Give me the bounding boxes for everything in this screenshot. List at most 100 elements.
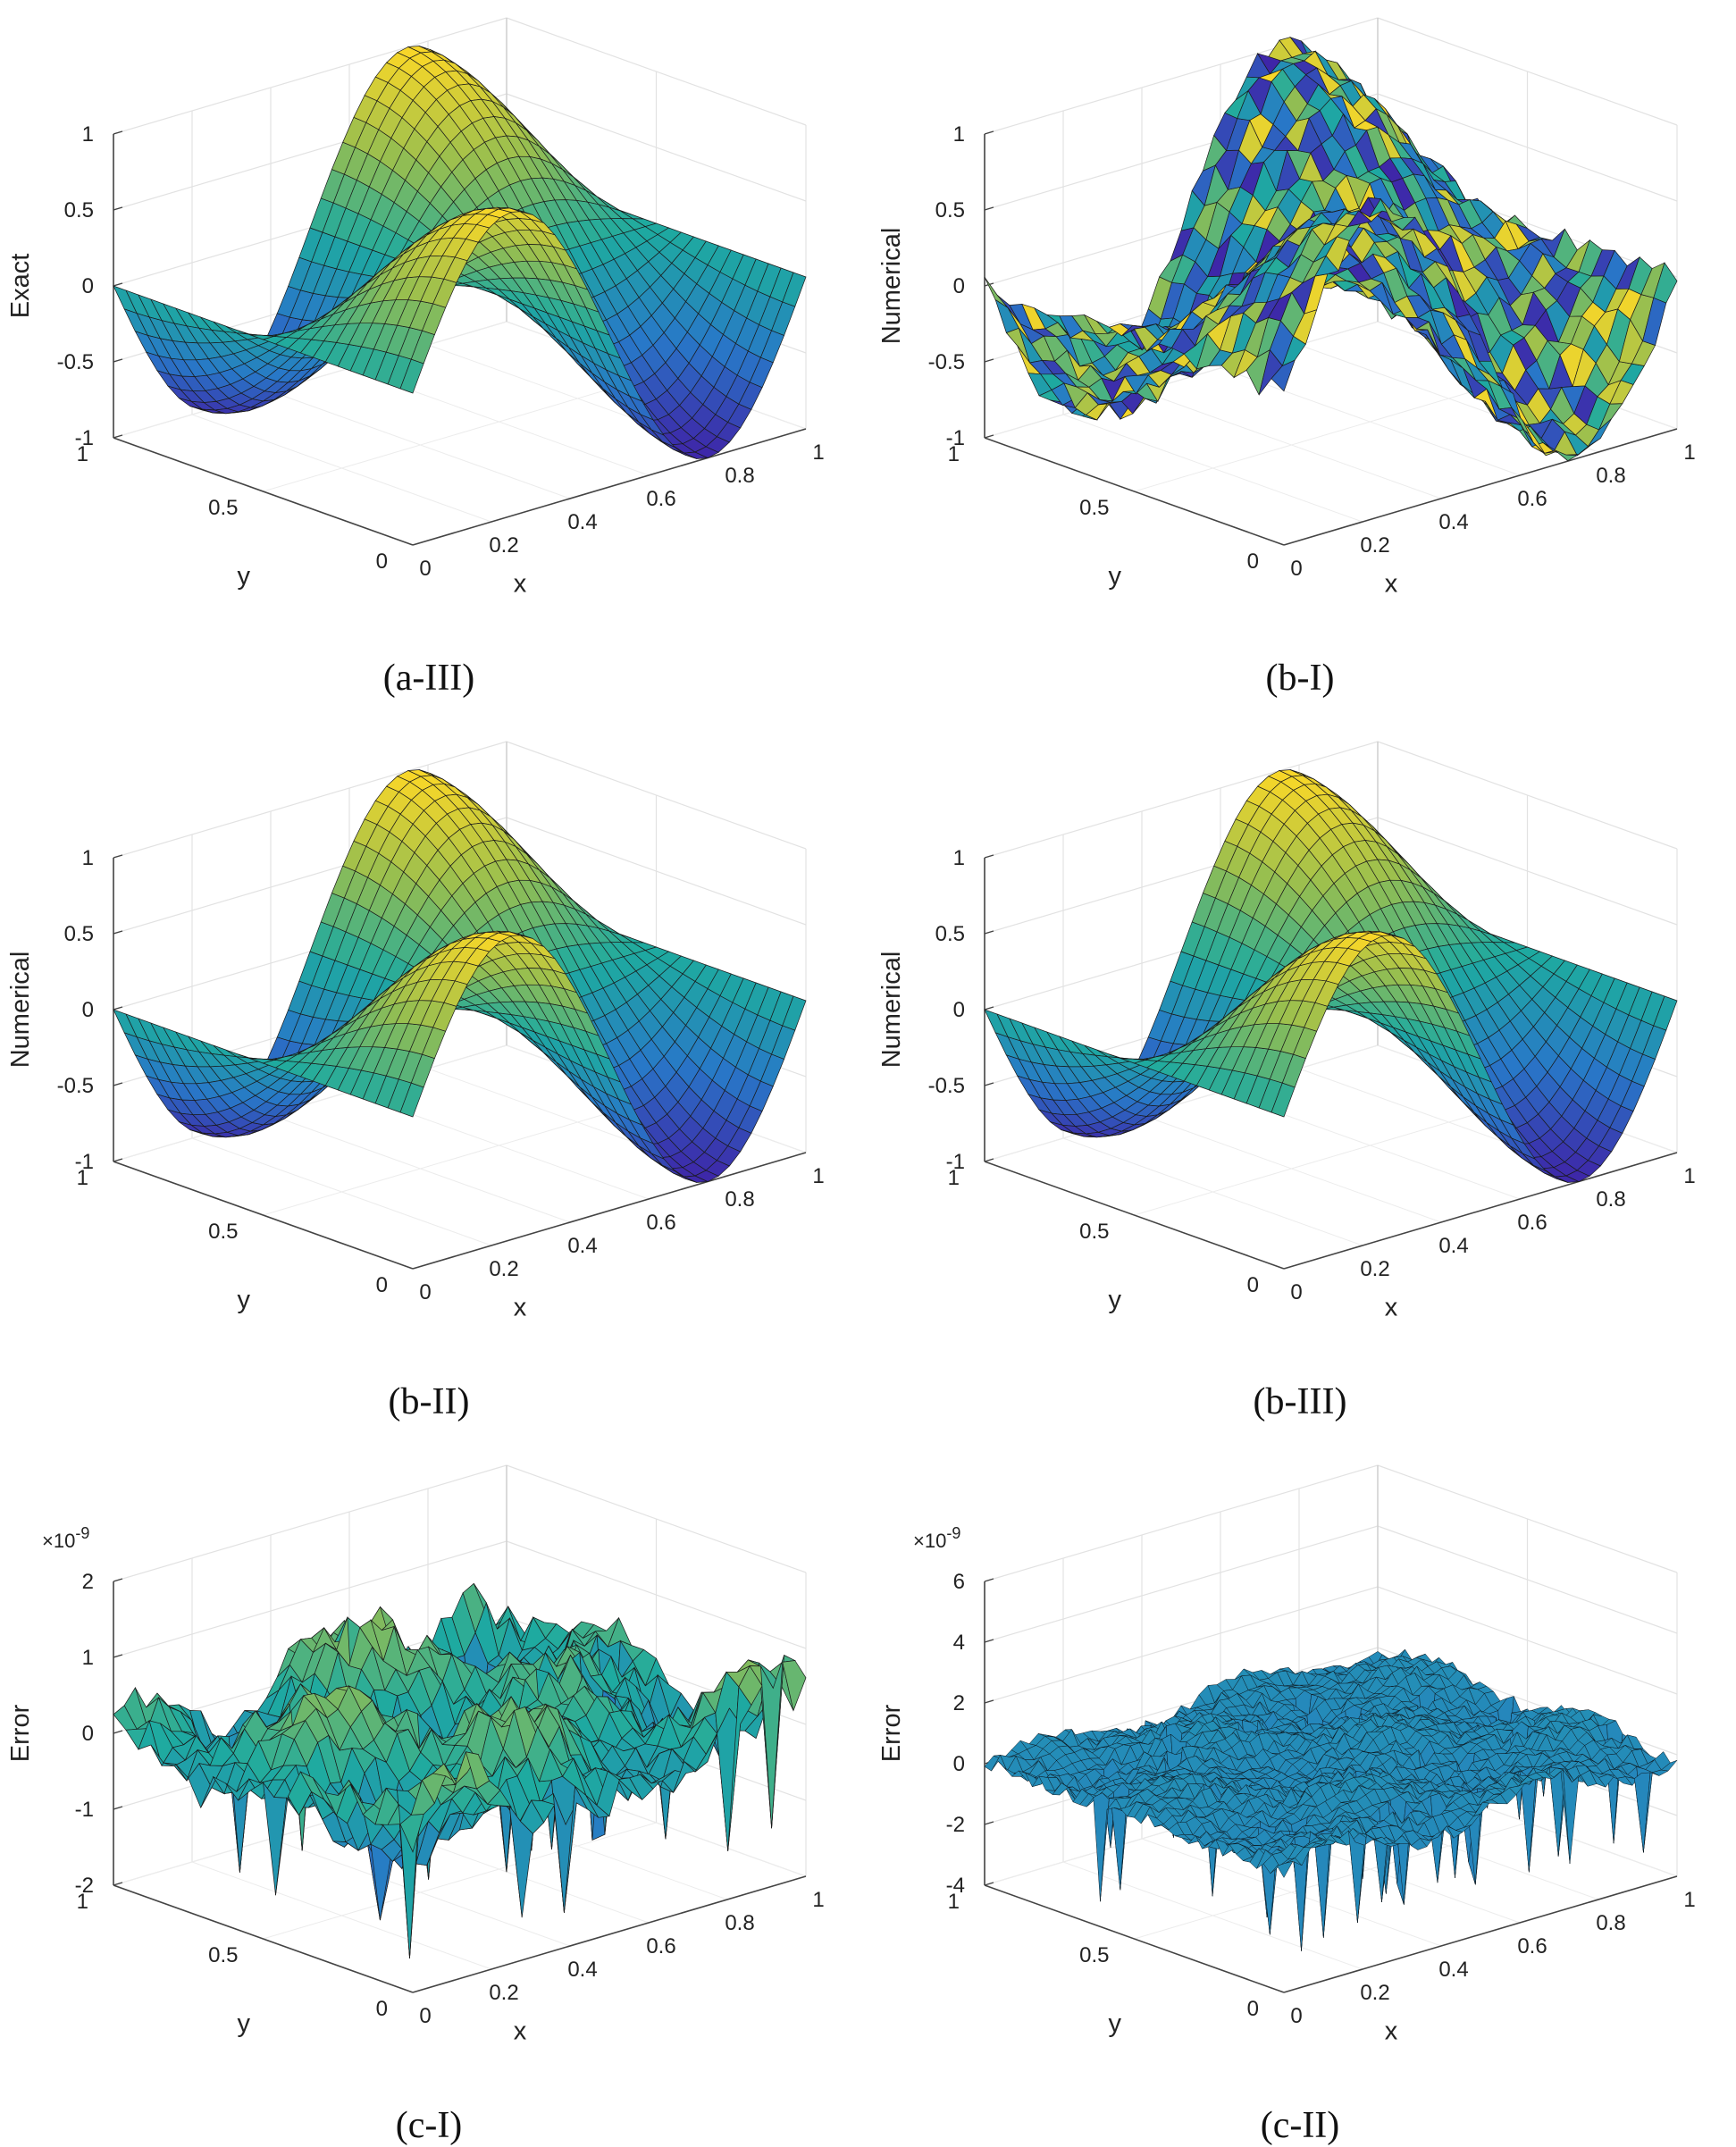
y-axis-label: y bbox=[1109, 562, 1122, 591]
surface-facet bbox=[1653, 262, 1678, 304]
y-axis-label: y bbox=[238, 562, 251, 591]
x-tick-label: 0.2 bbox=[489, 1257, 518, 1281]
z-tick-label: -1 bbox=[75, 426, 94, 450]
x-tick-label: 0.8 bbox=[1596, 464, 1625, 488]
x-tick-label: 0.2 bbox=[489, 533, 518, 558]
z-tick-label: 1 bbox=[953, 122, 965, 147]
y-tick-label: 0.5 bbox=[208, 496, 238, 520]
x-tick-label: 0.8 bbox=[725, 1187, 754, 1212]
tick-labels: 10.50-0.5-100.20.40.60.8100.51xyNumerica… bbox=[6, 846, 825, 1322]
z-tick-label: 0.5 bbox=[935, 198, 965, 222]
surface-a-III bbox=[113, 46, 807, 459]
y-axis-label: y bbox=[238, 1286, 251, 1314]
z-tick-label: 1 bbox=[82, 1646, 94, 1670]
plot-b-III: 10.50-0.5-100.20.40.60.8100.51xyNumerica… bbox=[877, 741, 1696, 1322]
z-tick-label: -0.5 bbox=[57, 350, 94, 374]
panel-caption: (b-III) bbox=[1253, 1381, 1347, 1422]
z-tick-label: -1 bbox=[946, 1150, 965, 1174]
z-tick-label: 0 bbox=[953, 274, 965, 298]
y-tick-label: 0 bbox=[1247, 549, 1259, 574]
x-tick-label: 0.4 bbox=[567, 1958, 597, 1982]
x-tick-label: 0.4 bbox=[1438, 510, 1468, 534]
y-tick-label: 0 bbox=[1247, 1273, 1259, 1297]
y-axis-label: y bbox=[238, 2009, 251, 2038]
x-tick-label: 1 bbox=[812, 1888, 824, 1912]
x-tick-label: 0.2 bbox=[1360, 533, 1389, 558]
z-tick-label: -0.5 bbox=[57, 1074, 94, 1098]
scale-exponent: -9 bbox=[75, 1524, 89, 1542]
x-tick-label: 0 bbox=[419, 2004, 431, 2028]
surface-b-II bbox=[113, 769, 807, 1183]
y-tick-label: 0 bbox=[376, 549, 388, 574]
panel-c-II: 6 4 2 0 -2 -4 0 0.2 0.4 0.6 0.8 1 0 0.5 1 x y Error ×10-9(… bbox=[871, 1447, 1729, 2146]
z-tick-label: 1 bbox=[953, 846, 965, 870]
y-tick-label: 1 bbox=[948, 1166, 960, 1190]
panel-a-III: 1 0.5 0 -0.5 -1 0 0.2 0.4 0.6 0.8 1 0 0.5 1 x y Exact (a-… bbox=[0, 0, 858, 699]
y-axis-label: y bbox=[1109, 1286, 1122, 1314]
y-tick-label: 0 bbox=[376, 1997, 388, 2021]
x-axis-label: x bbox=[1385, 570, 1398, 599]
z-tick-label: -2 bbox=[75, 1874, 94, 1898]
panel-b-III: 1 0.5 0 -0.5 -1 0 0.2 0.4 0.6 0.8 1 0 0.5 1 x y Numerica… bbox=[871, 724, 1729, 1422]
z-tick-label: -1 bbox=[75, 1798, 94, 1822]
x-tick-label: 0.8 bbox=[725, 1911, 754, 1935]
y-tick-label: 0.5 bbox=[208, 1943, 238, 1967]
x-tick-label: 1 bbox=[812, 440, 824, 465]
x-tick-label: 0.6 bbox=[1517, 487, 1547, 511]
y-tick-label: 0.5 bbox=[1079, 1220, 1109, 1244]
x-tick-label: 1 bbox=[1683, 1164, 1695, 1188]
surface-facet bbox=[694, 1731, 719, 1773]
x-tick-label: 0 bbox=[1290, 1280, 1302, 1304]
surface-c-II bbox=[984, 1648, 1678, 1951]
z-tick-label: 0 bbox=[82, 1722, 94, 1746]
tick-labels: 10.50-0.5-100.20.40.60.8100.51xyNumerica… bbox=[877, 846, 1696, 1322]
tick-labels: 10.50-0.5-100.20.40.60.8100.51xyNumerica… bbox=[877, 122, 1696, 599]
y-tick-label: 1 bbox=[77, 1166, 88, 1190]
z-tick-label: -1 bbox=[75, 1150, 94, 1174]
y-tick-label: 0 bbox=[376, 1273, 388, 1297]
x-axis-label: x bbox=[514, 570, 527, 599]
y-tick-label: 1 bbox=[948, 442, 960, 466]
surface-facet bbox=[782, 995, 807, 1031]
x-tick-label: 0.4 bbox=[567, 1234, 597, 1258]
panel-b-II: 1 0.5 0 -0.5 -1 0 0.2 0.4 0.6 0.8 1 0 0.5 1 x y Numerica… bbox=[0, 724, 858, 1422]
z-axis-label: Numerical bbox=[6, 952, 35, 1069]
x-tick-label: 1 bbox=[1683, 440, 1695, 465]
panel-caption: (b-II) bbox=[388, 1381, 470, 1422]
surface-b-III bbox=[984, 769, 1678, 1183]
surface-facet bbox=[782, 272, 807, 307]
y-tick-label: 0.5 bbox=[1079, 496, 1109, 520]
z-axis-label: Error bbox=[6, 1704, 35, 1762]
panel-caption: (b-I) bbox=[1265, 658, 1335, 699]
z-tick-label: -0.5 bbox=[928, 350, 965, 374]
x-tick-label: 0.6 bbox=[646, 487, 675, 511]
panel-b-I: 1 0.5 0 -0.5 -1 0 0.2 0.4 0.6 0.8 1 0 0.5 1 x y Numerica… bbox=[871, 0, 1729, 699]
z-tick-label: 0 bbox=[82, 274, 94, 298]
scale-multiplier: ×10-9 bbox=[42, 1524, 89, 1552]
z-tick-label: 0 bbox=[953, 998, 965, 1022]
z-axis-label: Numerical bbox=[877, 228, 906, 345]
z-tick-label: 0.5 bbox=[935, 922, 965, 946]
plot-b-I: 10.50-0.5-100.20.40.60.8100.51xyNumerica… bbox=[877, 17, 1696, 599]
z-tick-label: 1 bbox=[82, 846, 94, 870]
y-tick-label: 1 bbox=[77, 1890, 88, 1914]
x-axis-label: x bbox=[514, 2017, 527, 2046]
panel-caption: (c-I) bbox=[395, 2105, 463, 2146]
x-tick-label: 1 bbox=[812, 1164, 824, 1188]
panel-caption: (a-III) bbox=[382, 658, 475, 699]
z-axis-label: Numerical bbox=[877, 952, 906, 1069]
x-tick-label: 0 bbox=[1290, 557, 1302, 581]
z-tick-label: 2 bbox=[82, 1570, 94, 1594]
surface-facet bbox=[782, 1660, 807, 1712]
surface-c-I bbox=[113, 1582, 807, 1958]
plot-b-II: 10.50-0.5-100.20.40.60.8100.51xyNumerica… bbox=[6, 741, 825, 1322]
z-tick-label: 0.5 bbox=[64, 198, 94, 222]
x-tick-label: 0.2 bbox=[1360, 1257, 1389, 1281]
x-tick-label: 0 bbox=[419, 1280, 431, 1304]
